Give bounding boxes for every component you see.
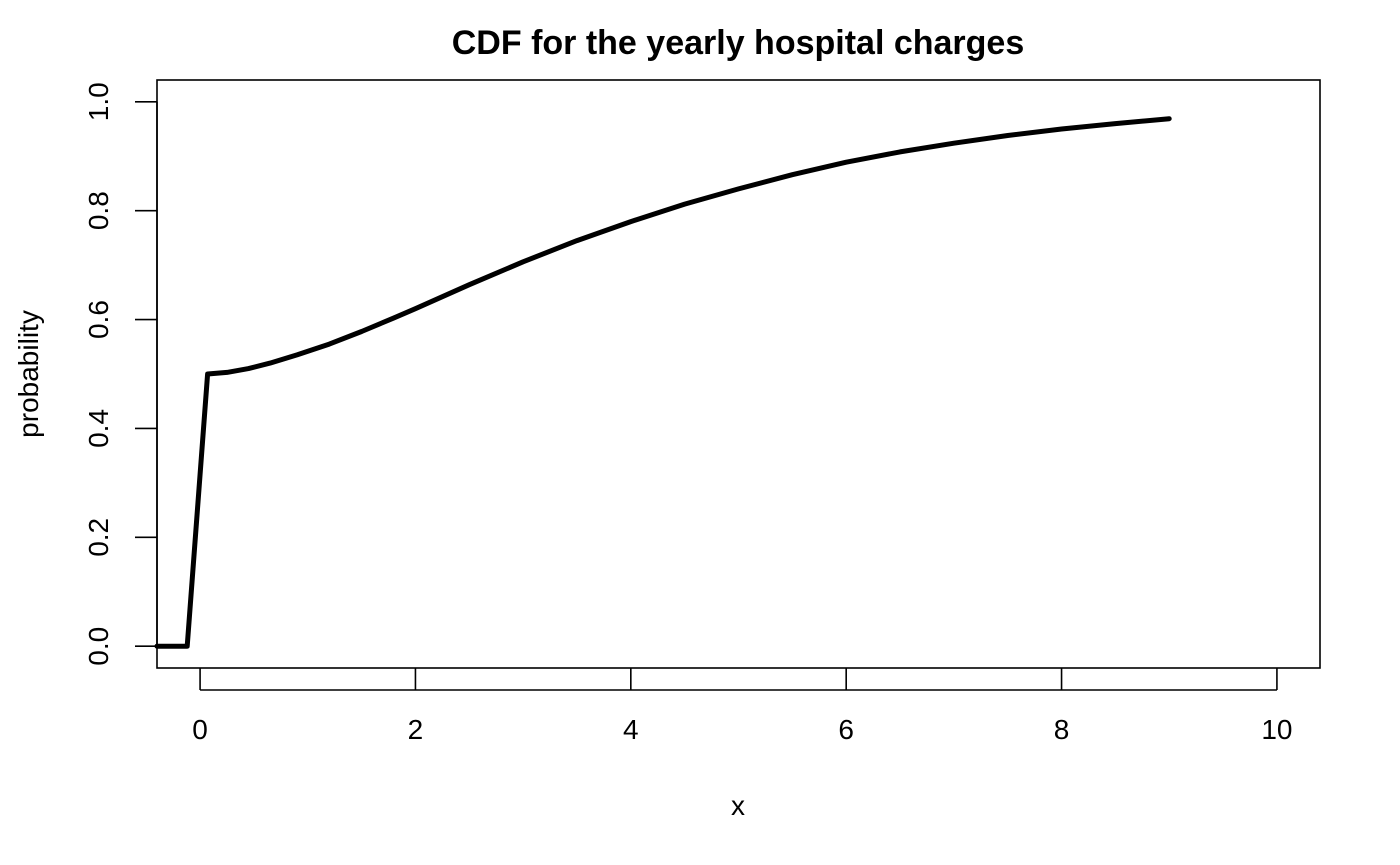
chart-title: CDF for the yearly hospital charges: [452, 24, 1025, 62]
series-layer: [154, 116, 1172, 649]
plot-frame: [156, 79, 1321, 669]
x-tick-label: 4: [623, 714, 639, 745]
x-tick-label: 6: [838, 714, 854, 745]
y-tick-label: 0.0: [83, 627, 114, 666]
y-axis-label: probability: [13, 310, 44, 438]
x-tick-label: 8: [1054, 714, 1070, 745]
x-tick-label: 10: [1261, 714, 1292, 745]
y-tick-label: 0.8: [83, 191, 114, 230]
y-tick-label: 0.4: [83, 409, 114, 448]
x-axis-label: x: [731, 790, 745, 821]
x-tick-label: 0: [192, 714, 208, 745]
y-tick-label: 0.6: [83, 300, 114, 339]
y-tick-label: 1.0: [83, 82, 114, 121]
cdf-line: [154, 116, 1172, 649]
x-axis: 0 2 4 6 8 10: [192, 668, 1293, 745]
y-axis: 0.0 0.2 0.4 0.6 0.8 1.0: [83, 82, 158, 666]
x-tick-label: 2: [408, 714, 424, 745]
y-tick-label: 0.2: [83, 518, 114, 557]
